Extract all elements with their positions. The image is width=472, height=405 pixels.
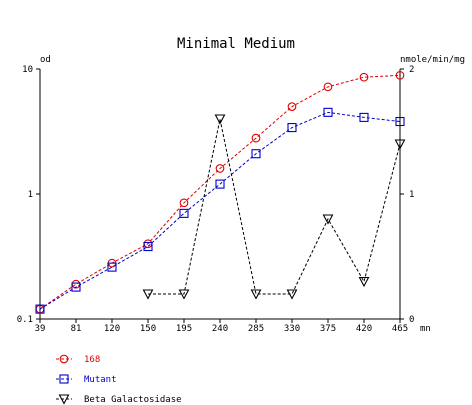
series-line-mutant bbox=[39, 111, 401, 310]
x-axis-tick-label: 285 bbox=[248, 324, 264, 334]
right-axis-tick-label: 1 bbox=[409, 190, 414, 200]
legend-label-beta-galactosidase: Beta Galactosidase bbox=[84, 395, 182, 405]
data-point-mutant bbox=[143, 241, 153, 252]
x-axis-tick-label: 375 bbox=[320, 324, 336, 334]
right-axis-label: nmole/min/mg bbox=[400, 55, 465, 65]
data-point-168 bbox=[323, 82, 333, 92]
data-point-mutant bbox=[71, 282, 81, 292]
data-point-beta-galactosidase bbox=[178, 289, 190, 300]
chart-title: Minimal Medium bbox=[177, 36, 295, 52]
x-axis-tick-label: 240 bbox=[212, 324, 228, 334]
left-axis-tick-label: 1 bbox=[28, 190, 33, 200]
data-point-mutant bbox=[107, 262, 117, 272]
legend-marker-mutant bbox=[59, 374, 69, 384]
x-axis-tick-label: 81 bbox=[71, 324, 82, 334]
legend-marker-beta-galactosidase bbox=[58, 394, 70, 405]
data-point-168 bbox=[395, 70, 405, 80]
left-axis-label: od bbox=[40, 55, 51, 65]
right-axis-tick-label: 2 bbox=[409, 65, 414, 75]
x-unit-label: mn bbox=[420, 324, 431, 334]
data-point-168 bbox=[179, 198, 189, 208]
data-point-mutant bbox=[287, 123, 297, 133]
left-axis-tick-label: 0.1 bbox=[17, 315, 33, 325]
data-point-mutant bbox=[323, 107, 333, 117]
x-axis-tick-label: 195 bbox=[176, 324, 192, 334]
data-point-beta-galactosidase bbox=[394, 139, 406, 150]
data-point-mutant bbox=[35, 304, 45, 314]
data-point-mutant bbox=[179, 208, 189, 218]
legend-label-168: 168 bbox=[84, 355, 100, 365]
data-point-mutant bbox=[251, 149, 261, 159]
data-point-mutant bbox=[395, 116, 405, 127]
data-point-beta-galactosidase bbox=[250, 289, 262, 300]
left-axis-tick-label: 10 bbox=[22, 65, 33, 75]
data-point-beta-galactosidase bbox=[142, 289, 154, 300]
data-point-beta-galactosidase bbox=[286, 289, 298, 300]
data-point-beta-galactosidase bbox=[322, 214, 334, 225]
data-point-168 bbox=[215, 164, 225, 173]
legend: 168 Mutant Beta Galactosidase bbox=[56, 354, 182, 405]
plot-area: 0.1 1 10 0 1 2 39 81 120 150 195 240 285 330 375 420 465 bbox=[17, 65, 415, 334]
data-point-mutant bbox=[215, 179, 225, 189]
series-line-168 bbox=[39, 74, 401, 310]
data-point-mutant bbox=[359, 112, 369, 122]
data-point-beta-galactosidase bbox=[214, 114, 226, 125]
x-axis-tick-label: 420 bbox=[356, 324, 372, 334]
legend-label-mutant: Mutant bbox=[84, 375, 117, 385]
right-axis-tick-label: 0 bbox=[409, 315, 414, 325]
x-axis-tick-label: 120 bbox=[104, 324, 120, 334]
data-point-168 bbox=[359, 72, 369, 82]
x-axis-tick-label: 39 bbox=[35, 324, 46, 334]
legend-marker-168 bbox=[59, 354, 69, 364]
x-axis-tick-label: 330 bbox=[284, 324, 300, 334]
data-point-beta-galactosidase bbox=[358, 276, 370, 288]
x-axis-tick-label: 465 bbox=[392, 324, 408, 334]
x-axis-tick-label: 150 bbox=[140, 324, 156, 334]
data-point-168 bbox=[251, 133, 261, 143]
series-line-beta-galactosidase bbox=[148, 118, 401, 295]
data-point-168 bbox=[287, 102, 297, 111]
